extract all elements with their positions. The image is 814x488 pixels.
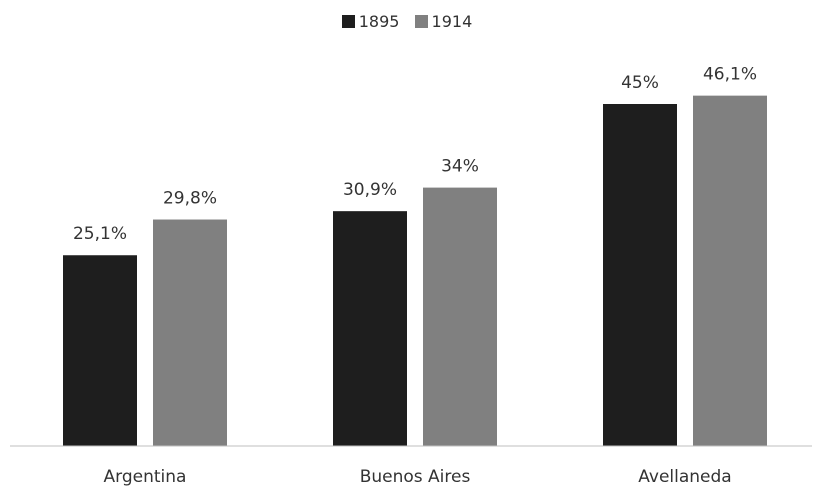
- legend-item-1895: 1895: [341, 12, 400, 31]
- bar-buenos-aires-1914: [423, 187, 497, 446]
- x-tick-label-avellaneda: Avellaneda: [638, 467, 731, 487]
- data-label-argentina-1914: 29,8%: [163, 189, 217, 209]
- x-tick-labels: Argentina Buenos Aires Avellaneda: [104, 467, 732, 487]
- x-tick-label-argentina: Argentina: [104, 467, 187, 487]
- legend-label-1914: 1914: [431, 12, 473, 31]
- x-tick-label-buenos-aires: Buenos Aires: [360, 467, 471, 487]
- bar-argentina-1914: [153, 219, 227, 446]
- bar-avellaneda-1914: [693, 95, 767, 446]
- data-label-buenos-aires-1914: 34%: [441, 157, 479, 177]
- bar-buenos-aires-1895: [333, 211, 407, 446]
- legend-item-1914: 1914: [414, 12, 473, 31]
- bars-group: 25,1% 29,8% 30,9% 34% 45% 46,1%: [63, 65, 767, 446]
- legend-label-1895: 1895: [358, 12, 400, 31]
- data-label-avellaneda-1895: 45%: [621, 73, 659, 93]
- legend-swatch-1895: [341, 15, 355, 28]
- legend: 1895 1914: [0, 12, 814, 32]
- bar-argentina-1895: [63, 255, 137, 446]
- data-label-argentina-1895: 25,1%: [73, 224, 127, 244]
- data-label-avellaneda-1914: 46,1%: [703, 65, 757, 85]
- bar-avellaneda-1895: [603, 104, 677, 446]
- data-label-buenos-aires-1895: 30,9%: [343, 180, 397, 200]
- legend-swatch-1914: [414, 15, 428, 28]
